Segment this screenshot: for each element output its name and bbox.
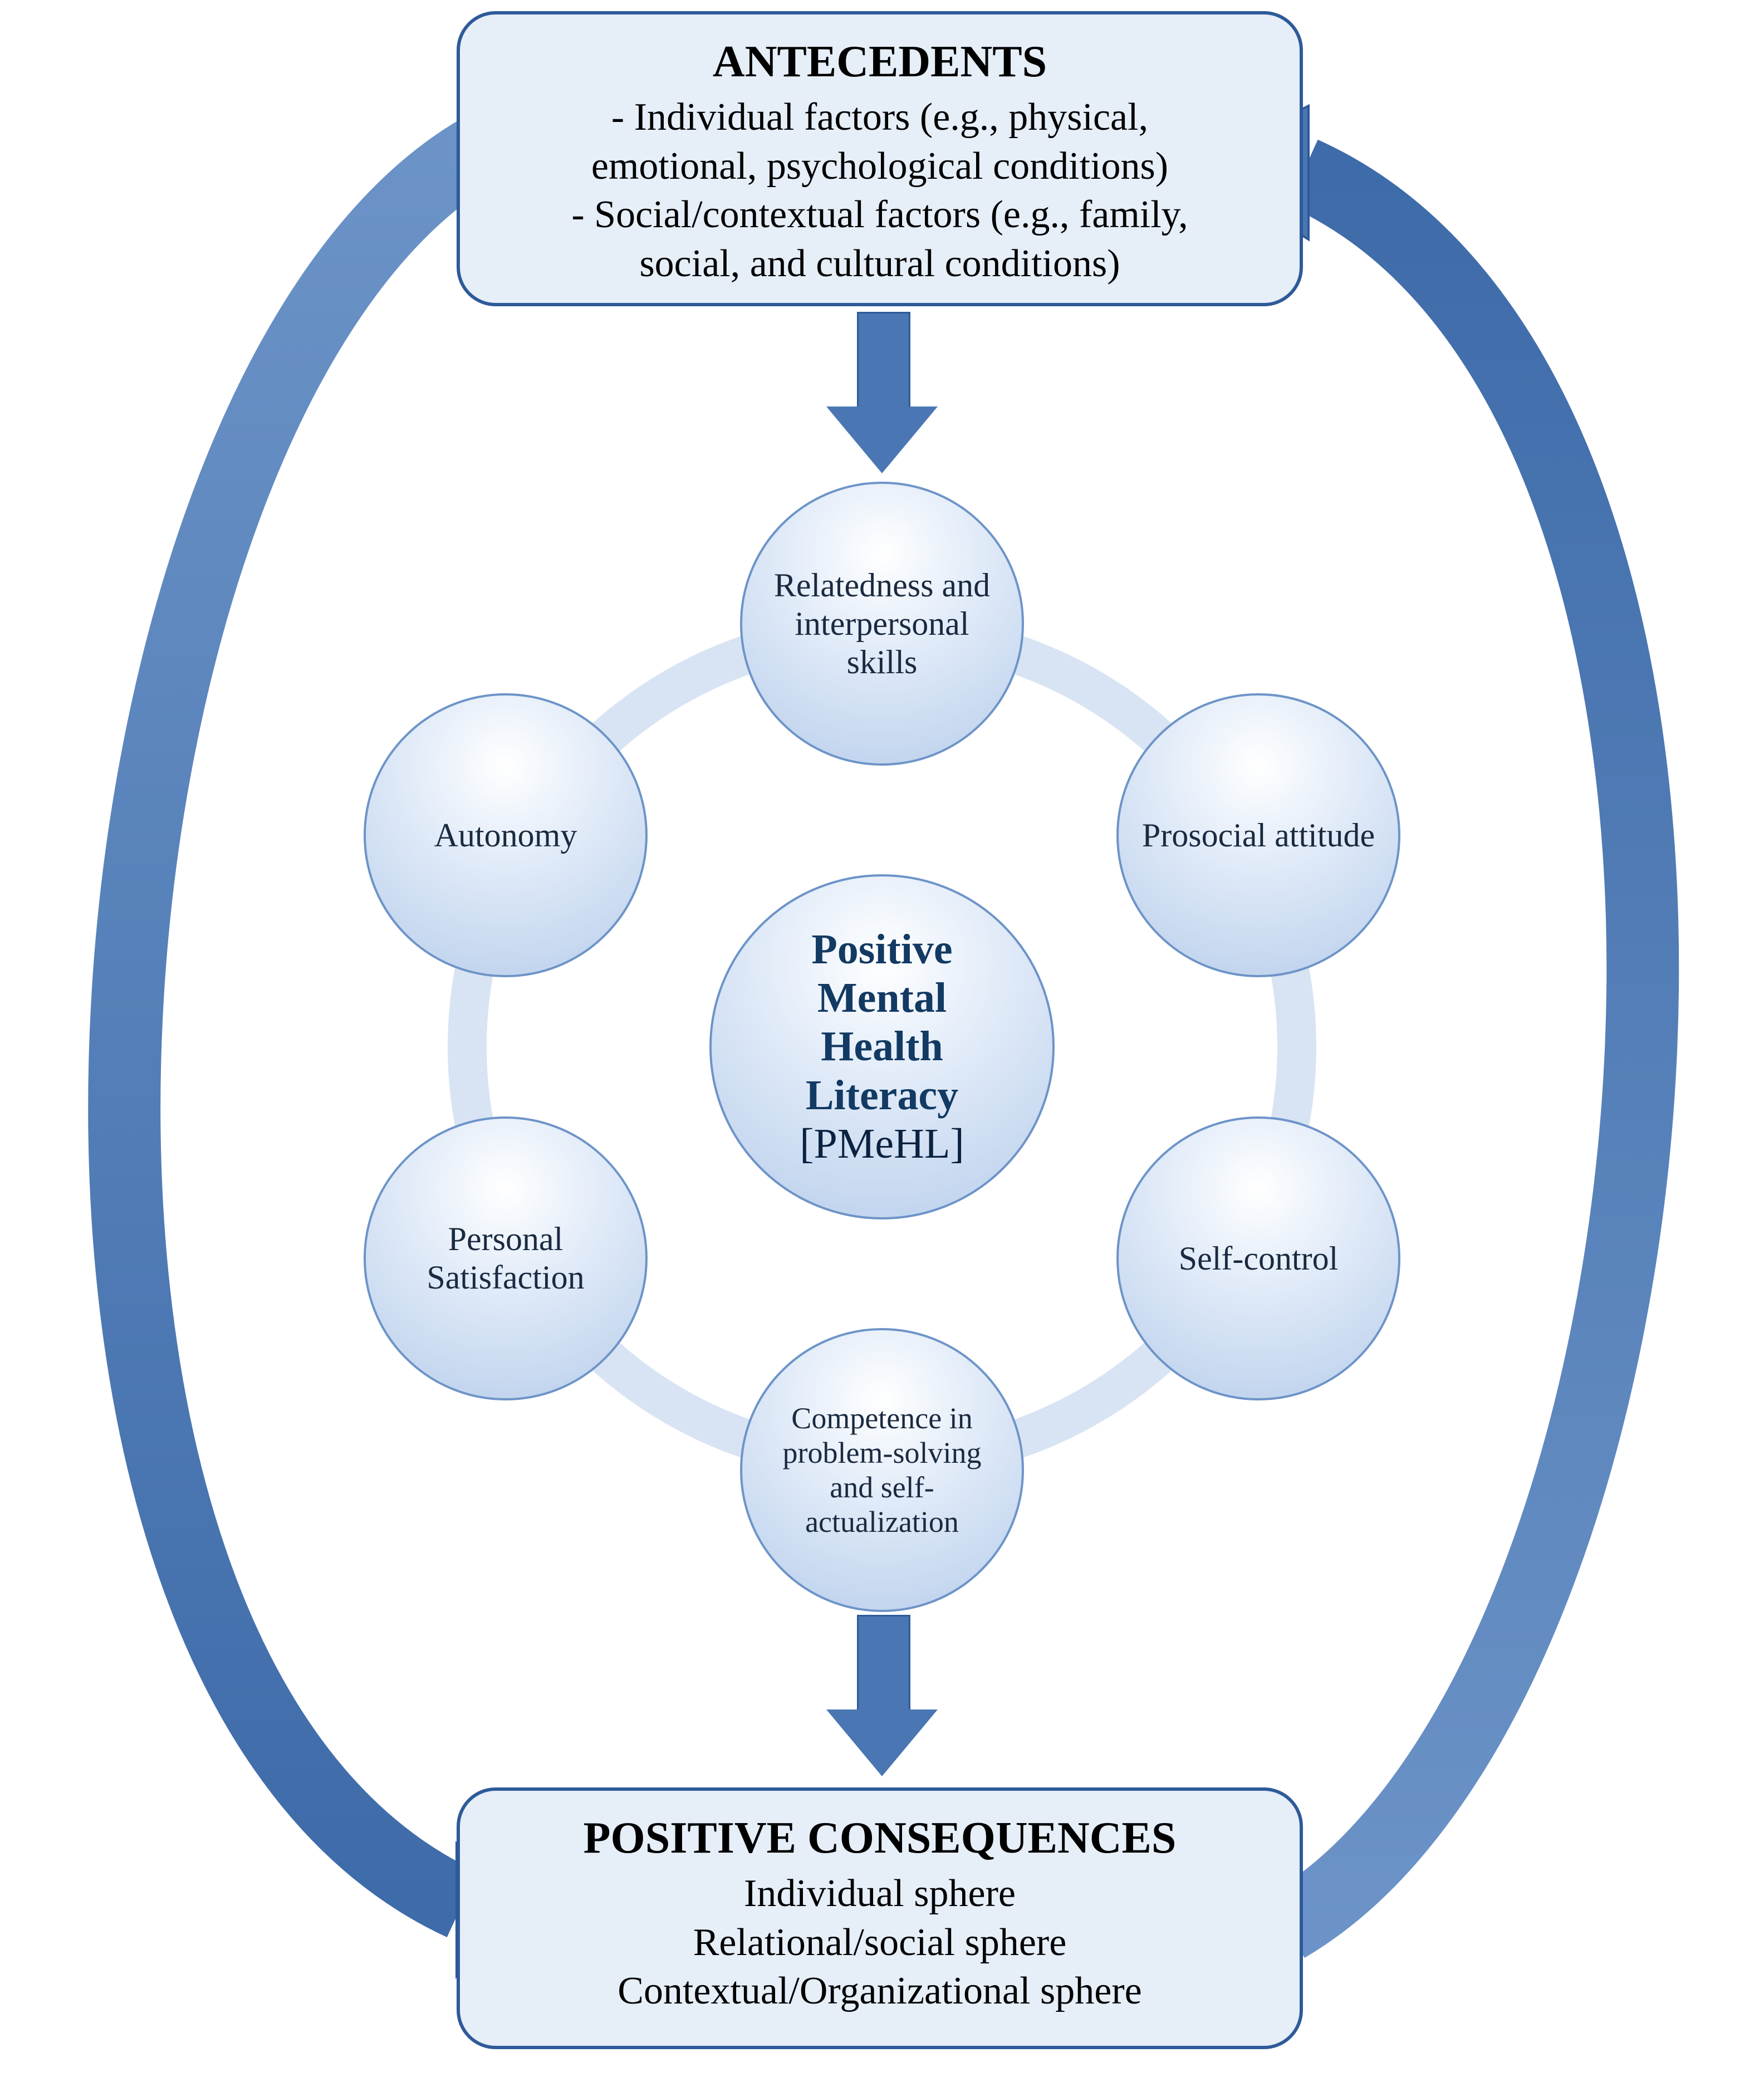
- center-line-5: [PMeHL]: [800, 1120, 964, 1168]
- circle-autonomy-label: Autonomy: [434, 816, 577, 855]
- circle-relatedness-label: Relatedness and interpersonal skills: [759, 566, 1005, 682]
- circle-competence: Competence in problem-solving and self-a…: [740, 1328, 1024, 1612]
- antecedents-line-4: social, and cultural conditions): [493, 239, 1266, 288]
- circle-selfcontrol-label: Self-control: [1179, 1240, 1339, 1278]
- antecedents-line-1: - Individual factors (e.g., physical,: [493, 93, 1266, 142]
- center-line-2: Mental: [800, 974, 964, 1022]
- antecedents-title: ANTECEDENTS: [493, 37, 1266, 87]
- consequences-box: POSITIVE CONSEQUENCES Individual sphere …: [457, 1787, 1303, 2049]
- center-line-4: Literacy: [800, 1071, 964, 1120]
- circle-relatedness: Relatedness and interpersonal skills: [740, 482, 1024, 766]
- circle-satisfaction-label: Personal Satisfaction: [383, 1220, 629, 1297]
- circle-satisfaction: Personal Satisfaction: [364, 1116, 648, 1400]
- center-circle: Positive Mental Health Literacy [PMeHL]: [709, 874, 1055, 1219]
- antecedents-box: ANTECEDENTS - Individual factors (e.g., …: [457, 11, 1303, 306]
- center-line-1: Positive: [800, 925, 964, 974]
- center-line-3: Health: [800, 1022, 964, 1071]
- circle-autonomy: Autonomy: [364, 693, 648, 977]
- diagram-stage: ANTECEDENTS - Individual factors (e.g., …: [0, 0, 1764, 2077]
- center-label: Positive Mental Health Literacy [PMeHL]: [800, 925, 964, 1169]
- circle-selfcontrol: Self-control: [1116, 1116, 1400, 1400]
- consequences-title: POSITIVE CONSEQUENCES: [493, 1813, 1266, 1864]
- circle-prosocial: Prosocial attitude: [1116, 693, 1400, 977]
- antecedents-line-3: - Social/contextual factors (e.g., famil…: [493, 190, 1266, 239]
- consequences-line-3: Contextual/Organizational sphere: [493, 1967, 1266, 2016]
- arrow-bottom-down: [826, 1615, 938, 1782]
- arrow-top-down: [826, 312, 938, 479]
- antecedents-line-2: emotional, psychological conditions): [493, 142, 1266, 191]
- circle-prosocial-label: Prosocial attitude: [1142, 816, 1375, 855]
- consequences-line-2: Relational/social sphere: [493, 1918, 1266, 1967]
- consequences-line-1: Individual sphere: [493, 1869, 1266, 1918]
- circle-competence-label: Competence in problem-solving and self-a…: [759, 1401, 1005, 1539]
